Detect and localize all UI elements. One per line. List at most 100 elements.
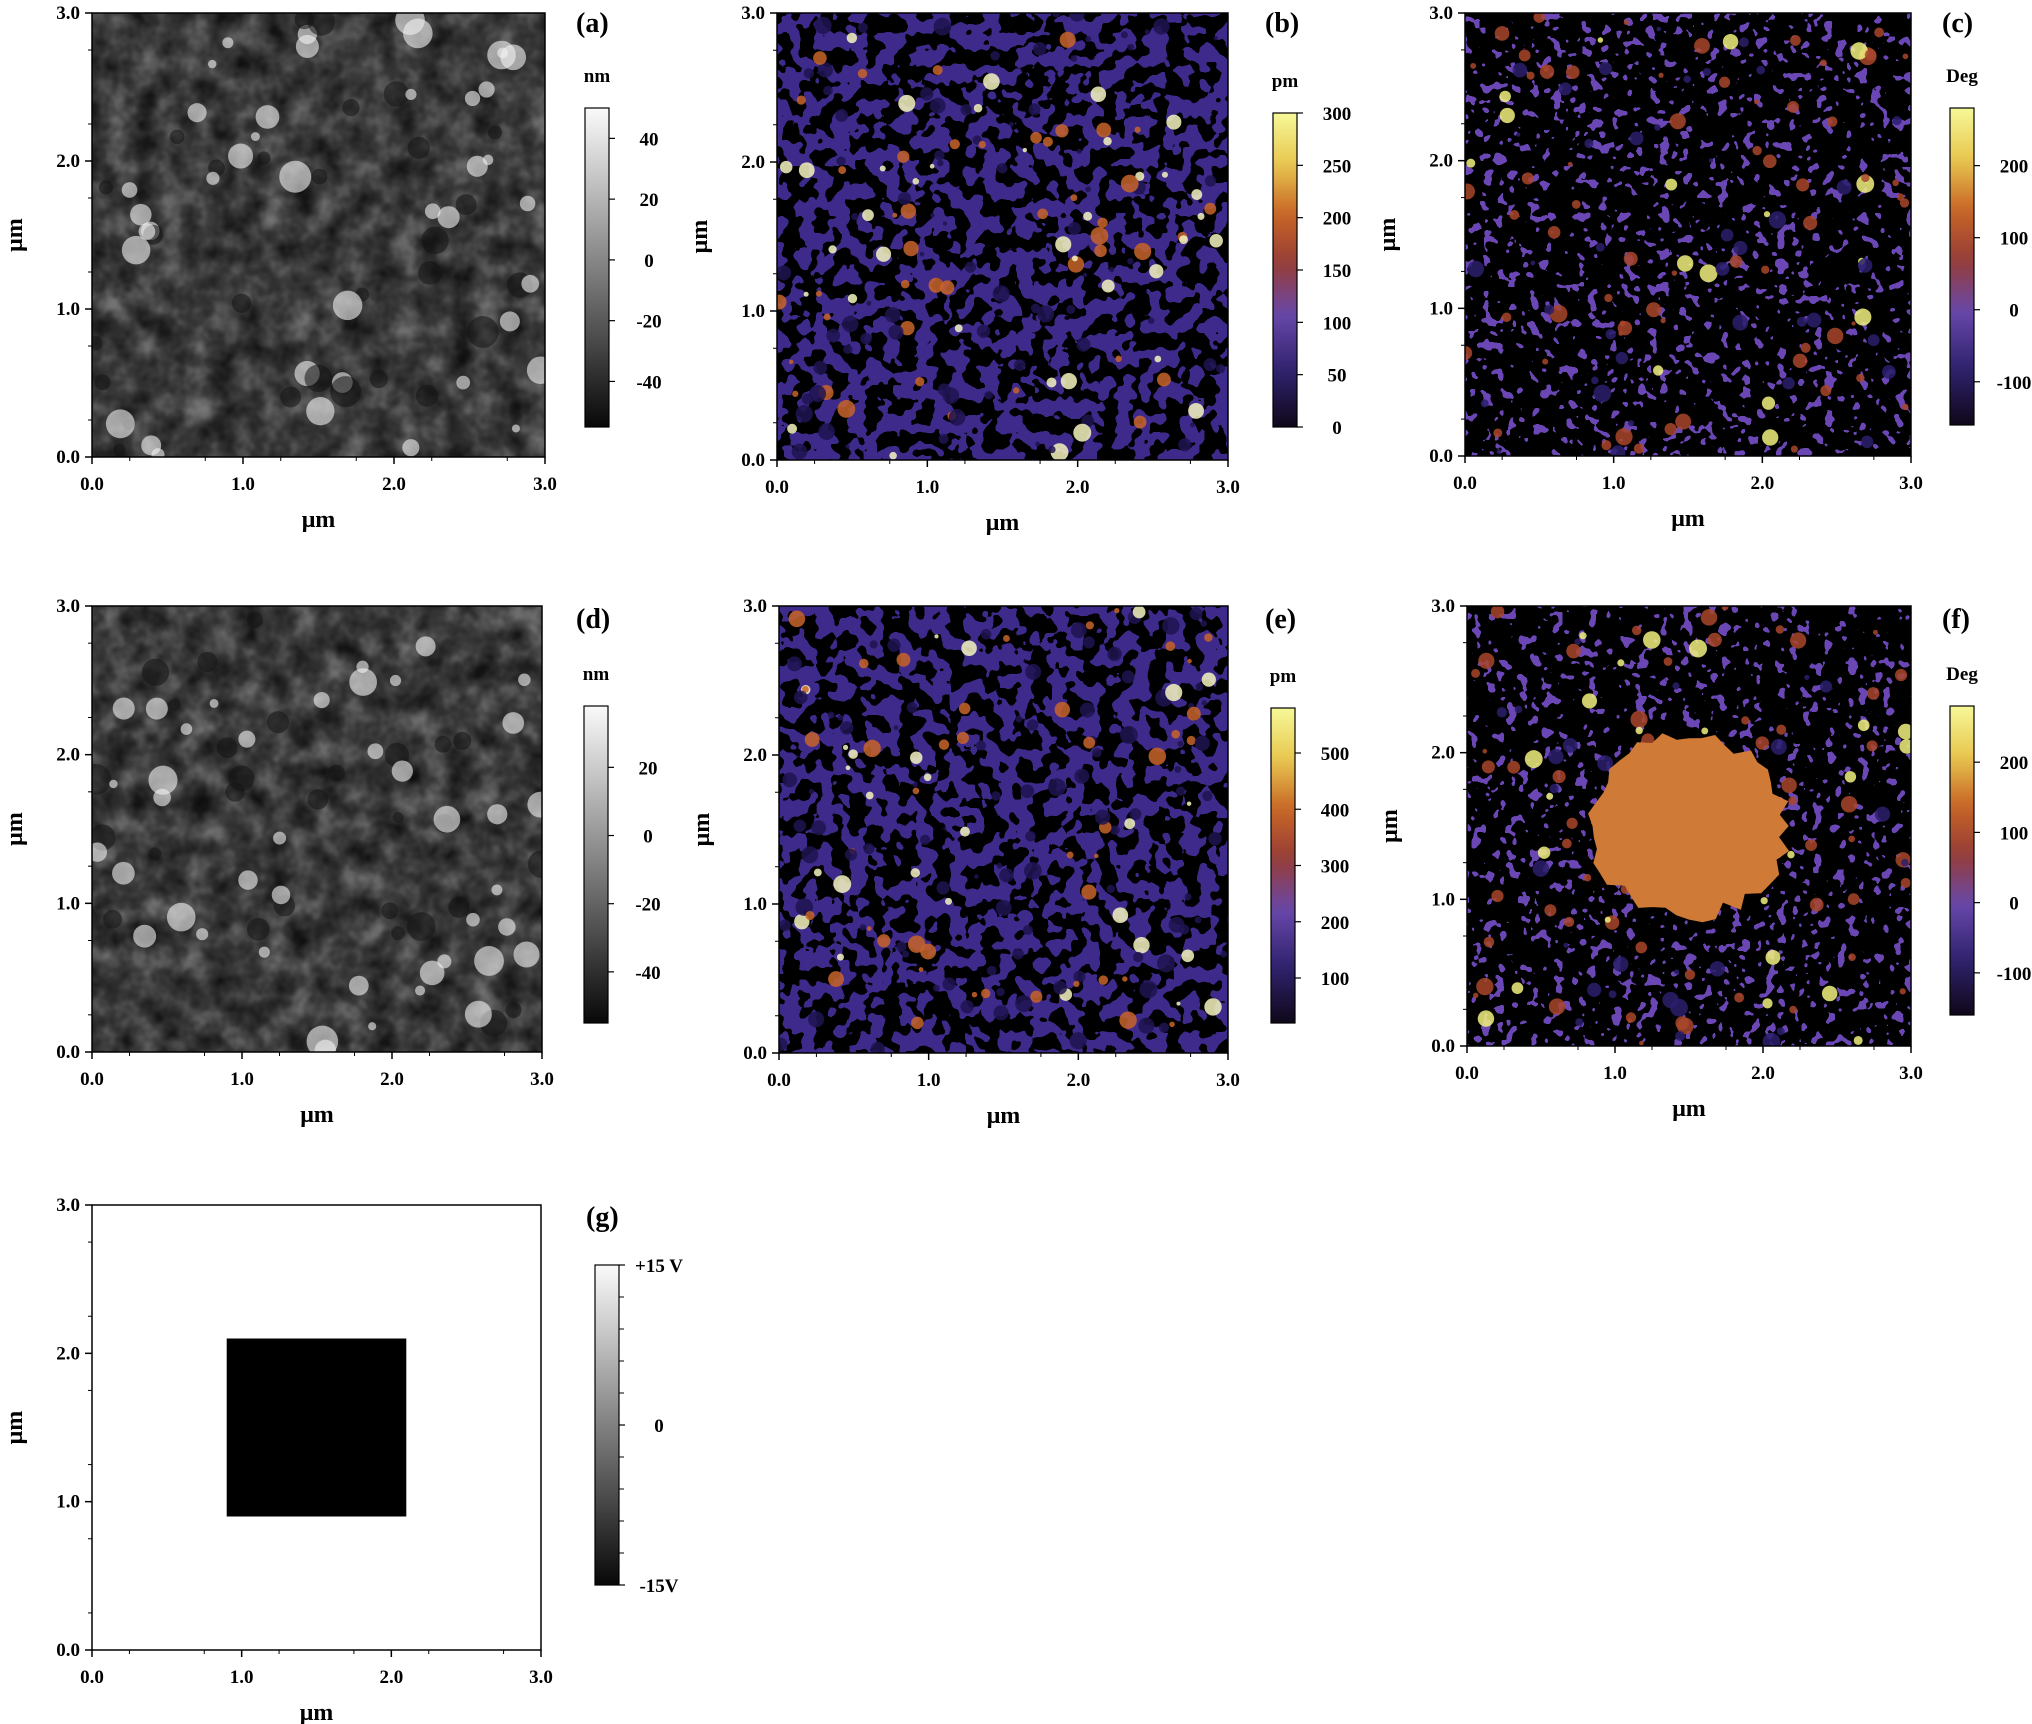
x-axis-title: μm <box>1672 1096 1706 1122</box>
panel-label: (g) <box>586 1202 619 1233</box>
x-tick-label: 1.0 <box>230 1667 254 1688</box>
x-tick-label: 0.0 <box>765 477 789 498</box>
x-tick-label: 0.0 <box>80 474 104 495</box>
y-tick-label: 2.0 <box>741 152 765 173</box>
colorbar-tick-label: -40 <box>635 963 660 984</box>
written-square <box>226 1338 407 1517</box>
colorbar-tick-label: -15V <box>639 1576 678 1597</box>
colorbar-tick-label: 200 <box>2000 753 2029 774</box>
panel-label: (a) <box>576 8 609 39</box>
colorbar: pm 500 400 300 200 100 <box>1270 666 1350 1024</box>
y-tick-label: 0.0 <box>1431 1036 1455 1057</box>
y-axis-title: μm <box>2 1411 28 1445</box>
x-tick-label: 2.0 <box>1751 1063 1775 1084</box>
x-tick-label: 2.0 <box>1750 473 1774 494</box>
y-tick-label: 3.0 <box>741 3 765 24</box>
y-tick-label: 3.0 <box>1431 596 1455 617</box>
y-tick-label: 2.0 <box>1429 151 1453 172</box>
x-tick-label: 1.0 <box>1602 473 1626 494</box>
x-tick-label: 2.0 <box>379 1667 403 1688</box>
x-axis-title: μm <box>300 1102 334 1128</box>
colorbar-tick-label: -20 <box>636 312 661 333</box>
colorbar-tick-label: 0 <box>2009 301 2019 322</box>
x-tick-label: 0.0 <box>1455 1063 1479 1084</box>
panel-label: (f) <box>1942 604 1970 635</box>
y-axis-title: μm <box>1375 218 1401 252</box>
y-axis-title: μm <box>687 220 713 254</box>
panel-d-image <box>92 606 542 1052</box>
colorbar-unit: pm <box>1270 666 1297 687</box>
colorbar-tick-label: 300 <box>1323 104 1352 125</box>
colorbar-scale <box>1270 707 1296 1024</box>
colorbar-tick-label: 400 <box>1321 800 1350 821</box>
x-axis-title: μm <box>986 510 1020 536</box>
y-tick-label: 0.0 <box>1429 446 1453 467</box>
colorbar-tick-label: 500 <box>1321 744 1350 765</box>
colorbar-tick-label: -20 <box>635 895 660 916</box>
x-tick-label: 3.0 <box>1216 1070 1240 1091</box>
panel-c: 0.00.0 1.0 1.0 2.0 2.0 3.0 3.0 μm μm (c) Deg 200 100… <box>1375 3 2031 532</box>
panel-a: 0.00.0 1.0 1.0 2.0 2.0 3.0 3.0 μm μm (a) nm 40 20 0 -2… <box>2 3 662 533</box>
panel-e: 0.00.0 1.0 1.0 2.0 2.0 3.0 3.0 μm μm (e) pm 500 400 3… <box>689 596 1349 1129</box>
colorbar-unit: pm <box>1272 71 1299 92</box>
panel-a-image <box>92 13 545 457</box>
panel-label: (c) <box>1942 8 1973 39</box>
colorbar-tick-label: 150 <box>1323 261 1352 282</box>
colorbar-scale <box>594 1264 620 1586</box>
x-tick-label: 0.0 <box>80 1069 104 1090</box>
x-tick-label: 2.0 <box>1066 477 1090 498</box>
panel-b-frame <box>776 12 1229 461</box>
panel-g-image <box>92 1205 541 1650</box>
x-tick-label: 0.0 <box>80 1667 104 1688</box>
colorbar-tick-label: 250 <box>1323 156 1352 177</box>
x-tick-label: 3.0 <box>530 1069 554 1090</box>
x-tick-label: 2.0 <box>1066 1070 1090 1091</box>
panel-e-frame <box>778 605 1229 1054</box>
y-tick-label: 2.0 <box>56 151 80 172</box>
panel-f: 0.00.0 1.0 1.0 2.0 2.0 3.0 3.0 μm μm (f) Deg 200 100… <box>1377 596 2031 1122</box>
y-tick-label: 1.0 <box>56 893 80 914</box>
colorbar-tick-label: 200 <box>1323 209 1352 230</box>
y-tick-label: 2.0 <box>1431 743 1455 764</box>
panel-label: (d) <box>576 604 610 635</box>
colorbar-unit: Deg <box>1946 664 1978 685</box>
y-axis-title: μm <box>689 813 715 847</box>
colorbar-unit: nm <box>583 664 610 685</box>
colorbar-tick-label: 0 <box>1332 418 1342 439</box>
y-tick-label: 1.0 <box>743 894 767 915</box>
colorbar-tick-label: -40 <box>636 372 661 393</box>
y-tick-label: 3.0 <box>56 1195 80 1216</box>
panel-g: 0.00.0 1.0 1.0 2.0 2.0 3.0 3.0 μm μm (g) +15 V 0 -15… <box>2 1195 683 1724</box>
panel-b: 0.00.0 1.0 1.0 2.0 2.0 3.0 3.0 μm μm (b) pm 300 250 2… <box>687 3 1351 536</box>
colorbar-tick-label: 20 <box>640 190 659 211</box>
x-tick-label: 3.0 <box>529 1667 553 1688</box>
colorbar: nm 20 0 -20 -40 <box>583 664 661 1024</box>
panel-f-image <box>1467 606 1911 1046</box>
panel-d-frame <box>91 605 543 1053</box>
colorbar-tick-label: 40 <box>640 129 659 150</box>
switched-domain-region <box>1588 733 1790 923</box>
colorbar-tick-label: +15 V <box>635 1256 683 1277</box>
x-tick-label: 1.0 <box>1603 1063 1627 1084</box>
y-tick-label: 1.0 <box>1429 298 1453 319</box>
x-tick-label: 1.0 <box>917 1070 941 1091</box>
colorbar-tick-label: -100 <box>1997 373 2032 394</box>
x-tick-label: 3.0 <box>1216 477 1240 498</box>
colorbar-tick-label: 0 <box>654 1416 664 1437</box>
y-tick-label: 1.0 <box>741 301 765 322</box>
colorbar: nm 40 20 0 -20 -40 <box>584 66 662 428</box>
y-tick-label: 3.0 <box>1429 3 1453 24</box>
x-tick-label: 3.0 <box>1899 1063 1923 1084</box>
colorbar-tick-label: 300 <box>1321 857 1350 878</box>
y-tick-label: 0.0 <box>743 1043 767 1064</box>
x-tick-label: 1.0 <box>915 477 939 498</box>
y-tick-label: 2.0 <box>56 745 80 766</box>
colorbar-tick-label: 200 <box>1321 913 1350 934</box>
colorbar-tick-label: 100 <box>2000 229 2029 250</box>
colorbar-tick-label: 100 <box>1323 313 1352 334</box>
y-axis-title: μm <box>1377 809 1403 843</box>
x-axis-title: μm <box>987 1103 1021 1129</box>
colorbar-tick-label: 0 <box>643 827 653 848</box>
x-tick-label: 3.0 <box>1899 473 1923 494</box>
